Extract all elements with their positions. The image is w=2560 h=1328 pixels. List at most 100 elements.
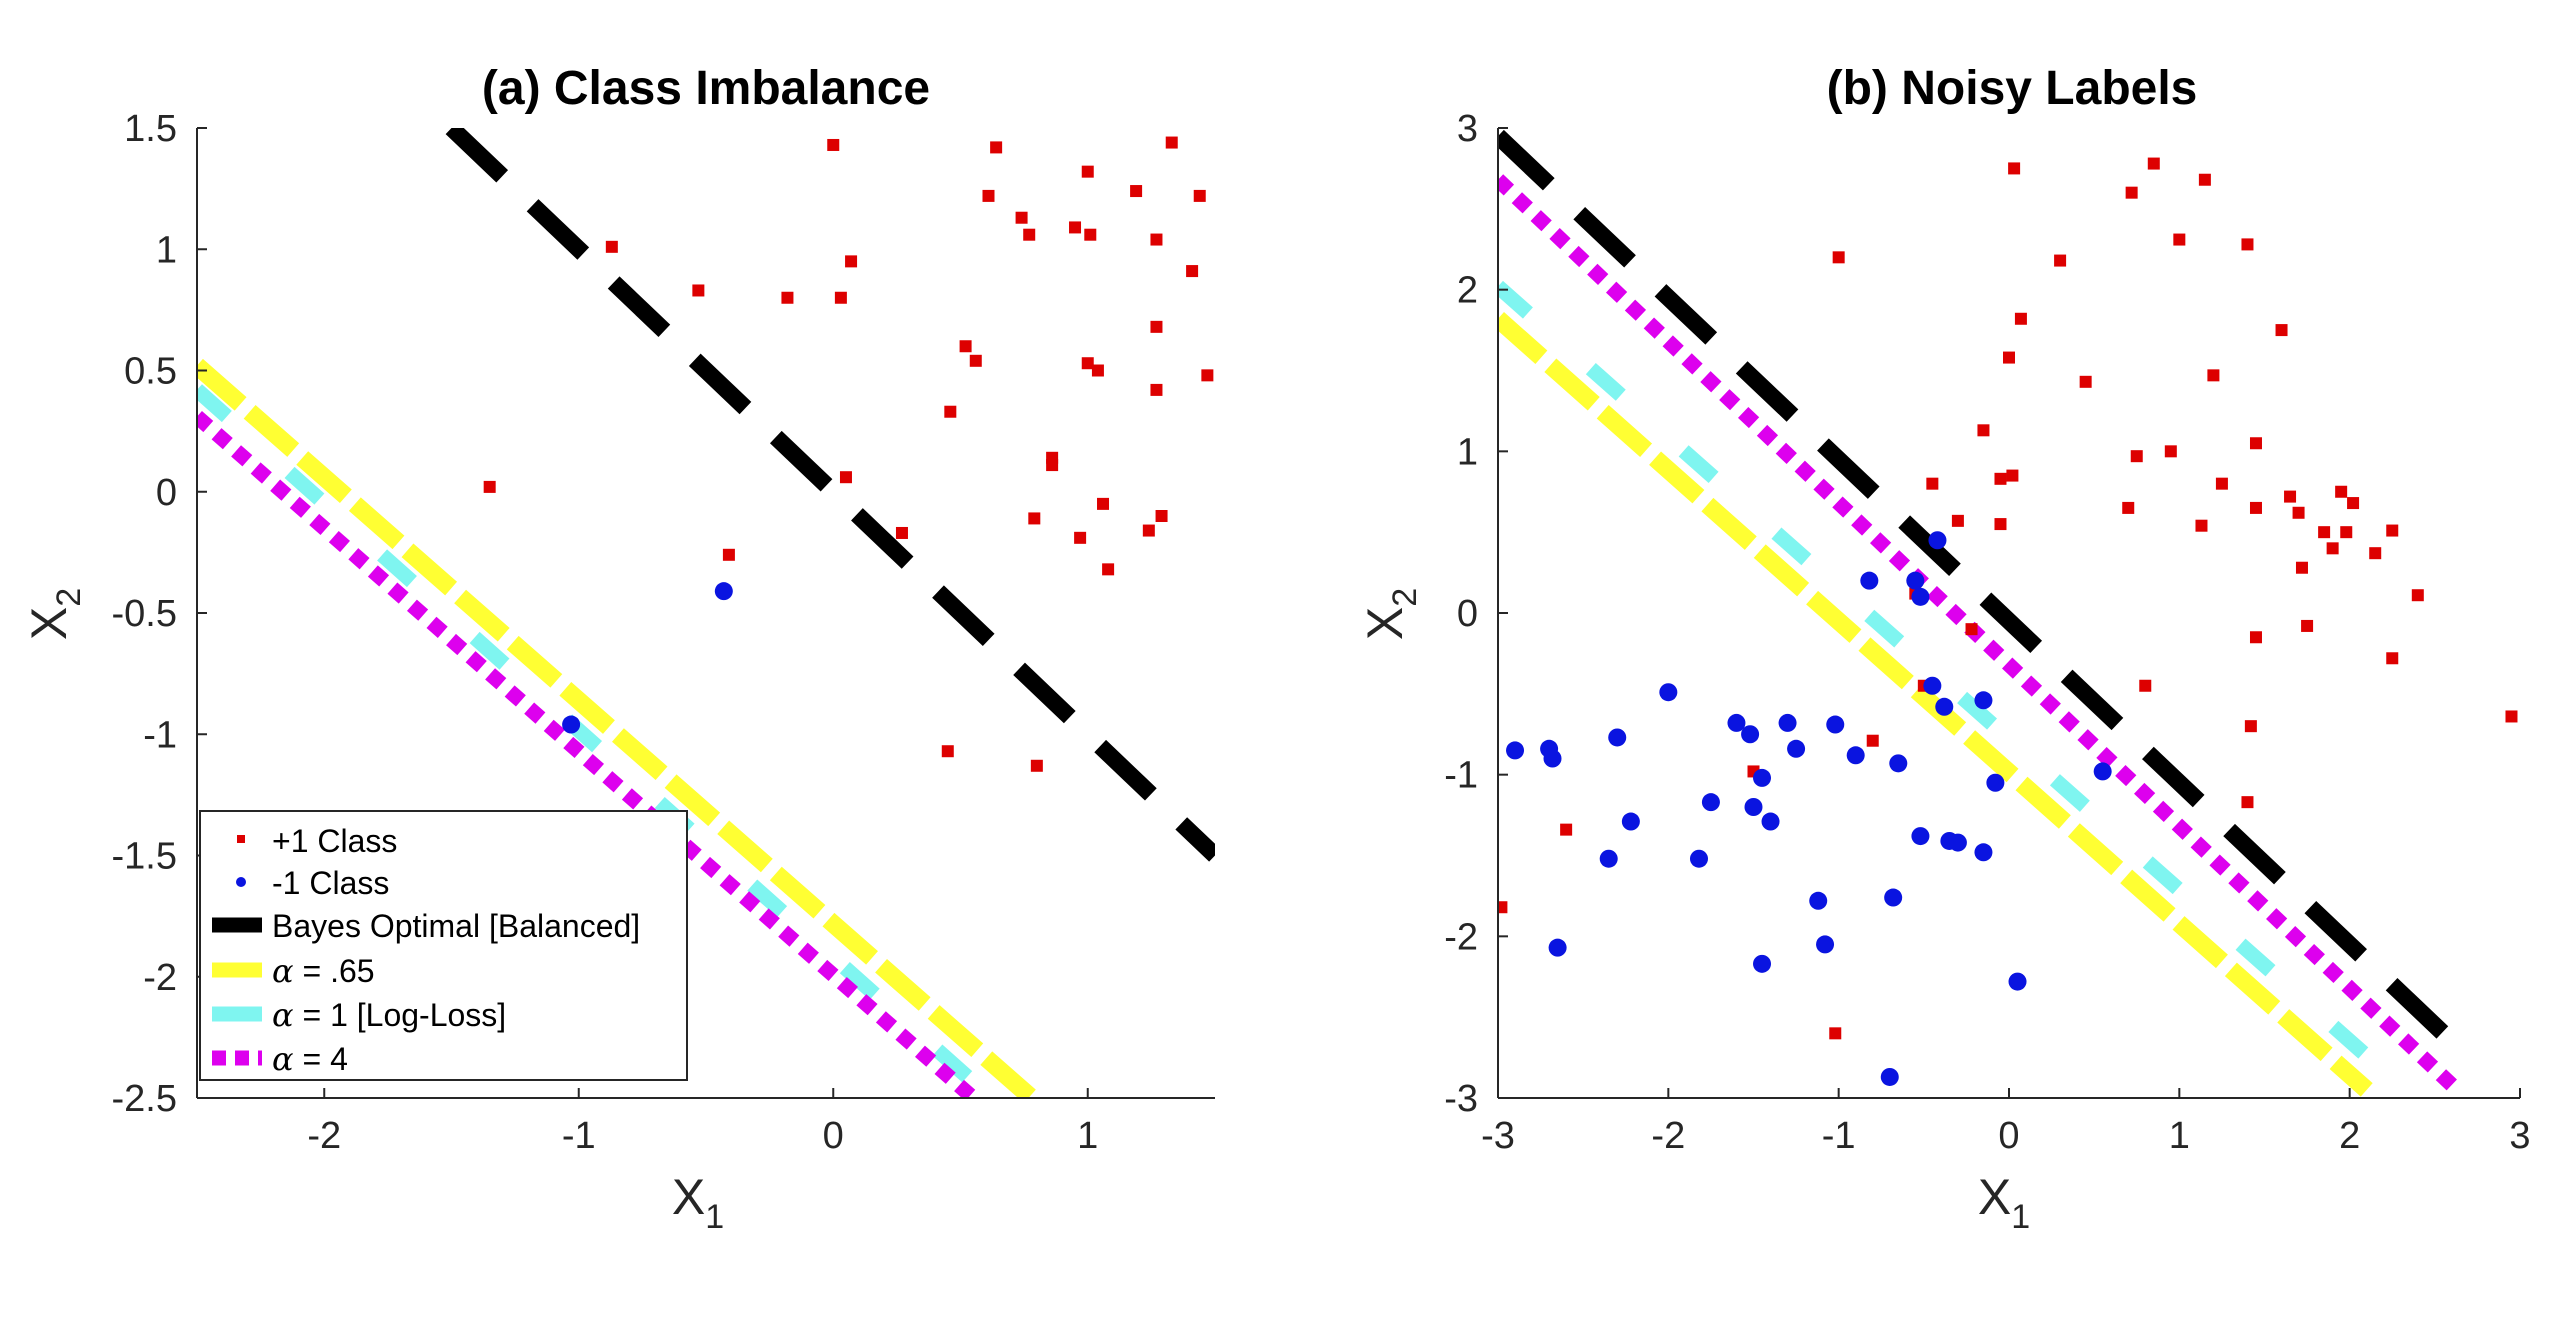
panel-a-positive-point — [722, 548, 735, 561]
panel-a-positive-point — [1150, 320, 1163, 333]
panel-b-negative-point — [1659, 683, 1678, 702]
panel-b-positive-point — [2215, 477, 2228, 490]
panel-b-boundary-line-1 — [1498, 129, 2475, 1064]
panel-a-positive-point — [834, 291, 847, 304]
panel-b-positive-point — [2326, 542, 2339, 555]
panel-b-positive-point — [2244, 720, 2257, 733]
panel-a-y-tick-label: 0 — [156, 472, 177, 514]
panel-b-negative-point — [1935, 697, 1954, 716]
panel-b-negative-point — [1911, 827, 1930, 846]
panel-b-positive-point — [2130, 450, 2143, 463]
panel-b-positive-point — [2241, 796, 2254, 809]
panel-b-y-tick-label: 1 — [1457, 431, 1478, 473]
legend-negative-marker — [236, 877, 246, 887]
panel-a-class-imbalance: (a) Class Imbalance -2 -1 0 1 -2.5 -2 -1.5 -1 -0… — [21, 62, 1215, 1236]
panel-a-positive-point — [1015, 211, 1028, 224]
panel-a-positive-point — [990, 141, 1003, 154]
panel-b-negative-point — [1543, 749, 1562, 768]
legend-positive-label: +1 Class — [272, 823, 397, 859]
legend: +1 Class -1 Class Bayes Optimal [Balance… — [199, 810, 688, 1081]
panel-b-negative-point — [1816, 935, 1835, 954]
panel-b-positive-point — [2411, 589, 2424, 602]
panel-b-positive-point — [2249, 501, 2262, 514]
panel-a-y-tick-label: 0.5 — [124, 351, 177, 393]
panel-b-positive-point — [1994, 518, 2007, 531]
panel-b-positive-point — [2347, 497, 2360, 510]
panel-b-negative-point — [1787, 739, 1806, 758]
panel-b-negative-point — [1826, 715, 1845, 734]
panel-b-negative-point — [1974, 843, 1993, 862]
panel-b-positive-point — [1498, 901, 1508, 914]
panel-b-y-tick-label: 0 — [1457, 593, 1478, 635]
panel-a-positive-point — [1084, 228, 1097, 241]
panel-a-positive-point — [1102, 563, 1115, 576]
panel-a-positive-point — [944, 405, 957, 418]
panel-b-negative-point — [2008, 972, 2027, 991]
panel-b-positive-point — [2301, 619, 2314, 632]
panel-b-negative-point — [1744, 798, 1763, 816]
panel-b-positive-point — [2318, 526, 2331, 539]
panel-a-positive-point — [1046, 459, 1059, 472]
panel-a-x-tick-label: -2 — [307, 1115, 341, 1157]
panel-b-negative-point — [1506, 741, 1525, 760]
panel-a-y-tick-label: -1.5 — [112, 836, 177, 878]
panel-a-positive-point — [1069, 221, 1082, 234]
legend-box — [199, 810, 688, 1081]
panel-b-positive-point — [2195, 519, 2208, 532]
panel-b-positive-point — [2249, 437, 2262, 450]
panel-b-noisy-labels: (b) Noisy Labels -3 -2 -1 0 1 2 3 -3 -2 -1 0 1 2 3 X1… — [1357, 62, 2531, 1236]
panel-b-positive-point — [2122, 501, 2135, 514]
panel-a-positive-point — [1074, 531, 1087, 544]
panel-a-x-tick-label: 0 — [823, 1115, 844, 1157]
panel-b-negative-point — [1548, 938, 1567, 957]
panel-b-y-tick-label: 3 — [1457, 108, 1478, 150]
panel-b-x-tick-label: 2 — [2339, 1115, 2360, 1157]
legend-negative-label: -1 Class — [272, 865, 389, 901]
panel-b-positive-point — [2139, 679, 2152, 692]
panel-b-x-tick-label: 1 — [2169, 1115, 2190, 1157]
panel-a-positive-point — [692, 284, 705, 297]
panel-b-positive-point — [2198, 173, 2211, 186]
panel-b-negative-point — [1880, 1067, 1899, 1086]
panel-b-boundary-line-3 — [1498, 280, 2398, 1085]
panel-a-positive-point — [1142, 524, 1155, 537]
panel-a-positive-point — [1023, 228, 1036, 241]
panel-b-negative-point — [1889, 754, 1908, 773]
panel-b-positive-point — [2241, 238, 2254, 251]
panel-b-positive-point — [2173, 233, 2186, 246]
panel-b-positive-point — [1926, 477, 1939, 490]
panel-b-negative-point — [1906, 571, 1925, 590]
legend-alpha4-label: α = 4 — [272, 1040, 348, 1078]
panel-b-x-tick-label: -3 — [1481, 1115, 1515, 1157]
legend-bayes-label: Bayes Optimal [Balanced] — [272, 908, 640, 944]
panel-b-negative-point — [1884, 888, 1903, 907]
panel-b-negative-point — [2093, 762, 2112, 781]
panel-b-negative-point — [1809, 891, 1828, 910]
panel-b-positive-point — [1951, 514, 1964, 527]
panel-a-positive-point — [982, 189, 995, 202]
panel-a-positive-point — [1097, 497, 1110, 510]
panel-a-boundary-line-2 — [197, 358, 1038, 1098]
panel-b-x-tick-label: 0 — [1998, 1115, 2019, 1157]
panel-a-positive-point — [1165, 136, 1178, 149]
panel-b-negative-point — [1701, 793, 1720, 812]
panel-b-positive-point — [2284, 490, 2297, 503]
panel-a-title: (a) Class Imbalance — [482, 62, 930, 115]
panel-b-positive-point — [2079, 375, 2092, 388]
panel-b-negative-point — [1761, 812, 1780, 831]
panel-b-y-tick-label: -1 — [1444, 755, 1478, 797]
panel-b-positive-point — [2207, 369, 2220, 382]
panel-b-x-tick-label: -1 — [1822, 1115, 1856, 1157]
panel-a-positive-point — [1081, 165, 1094, 178]
panel-a-y-label: X2 — [21, 588, 88, 640]
panel-b-boundary-line-2 — [1498, 312, 2373, 1097]
panel-b-positive-point — [2008, 162, 2021, 175]
panel-a-positive-point — [1150, 233, 1163, 246]
panel-b-positive-point — [2275, 324, 2288, 337]
panel-b-negative-point — [1986, 773, 2005, 792]
panel-a-positive-point — [1091, 364, 1104, 377]
panel-a-y-tick-label: -2 — [143, 957, 177, 999]
panel-b-positive-point — [2386, 524, 2399, 537]
panel-a-positive-point — [1130, 185, 1143, 198]
